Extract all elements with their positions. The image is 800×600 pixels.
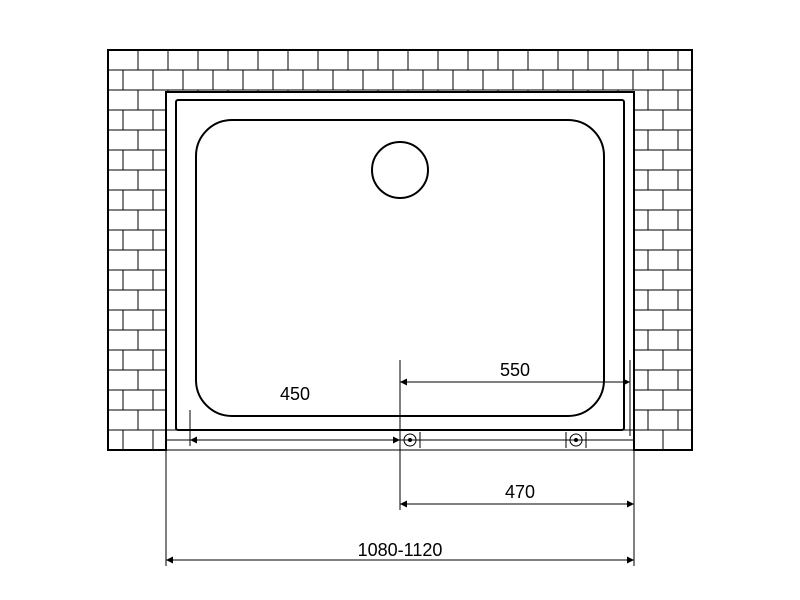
technical-drawing: 450 550 470 1080-1120	[0, 0, 800, 600]
dimension-lines	[166, 360, 634, 566]
dimension-label-total: 1080-1120	[358, 540, 443, 560]
drain-circle	[372, 142, 428, 198]
dimension-label-550: 550	[500, 360, 530, 380]
dimension-label-470: 470	[505, 482, 535, 502]
dimension-label-450: 450	[280, 384, 310, 404]
